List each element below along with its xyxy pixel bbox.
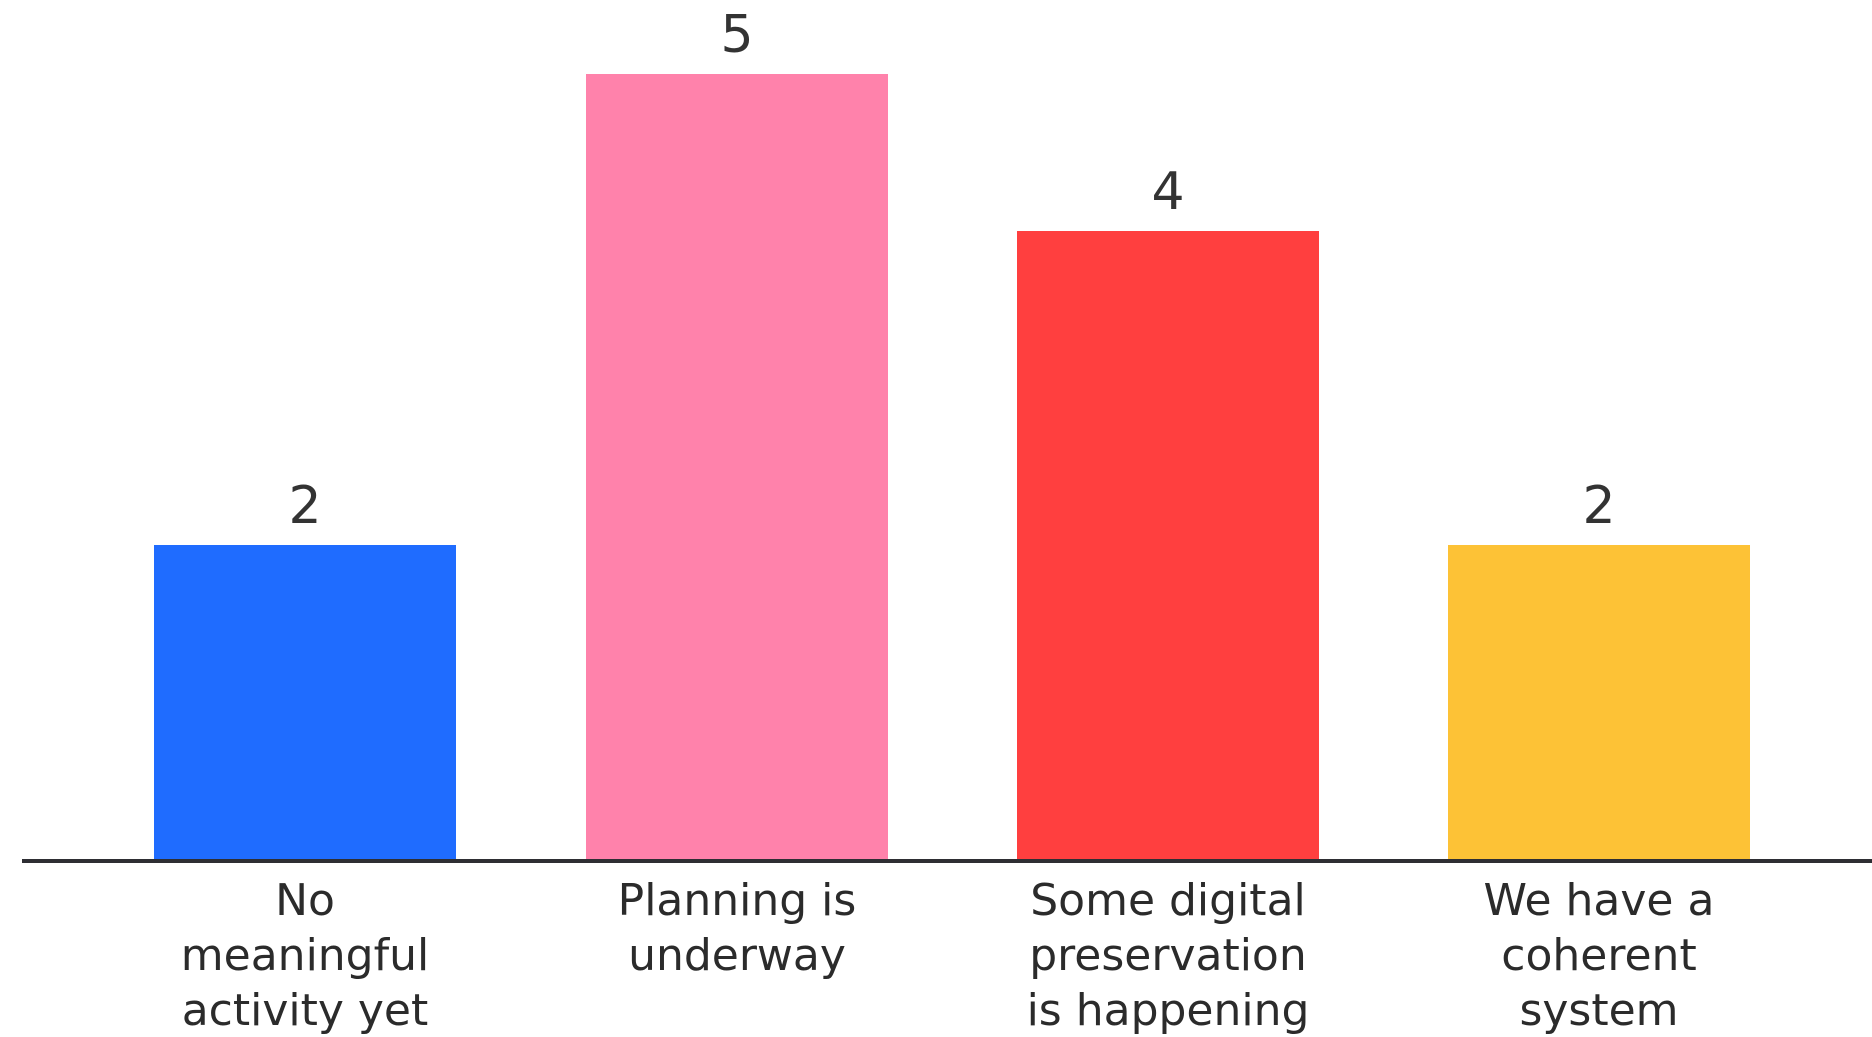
value-labels-group: 2 5 4 2 — [288, 5, 1615, 536]
category-label-line: preservation — [1029, 930, 1307, 981]
data-label-2: 5 — [720, 5, 753, 65]
category-label-line: Planning is — [618, 875, 857, 926]
bar-2 — [586, 74, 888, 859]
category-label-line: is happening — [1027, 985, 1310, 1036]
data-label-1: 2 — [288, 476, 321, 536]
category-labels-group: No meaningful activity yet Planning is under… — [181, 875, 1715, 1036]
category-label-line: We have a — [1484, 875, 1715, 926]
bar-1 — [154, 545, 456, 859]
category-label-line: Some digital — [1030, 875, 1306, 926]
data-label-4: 2 — [1582, 476, 1615, 536]
category-label-1: No meaningful activity yet — [181, 875, 429, 1036]
category-label-4: We have a coherent system — [1484, 875, 1715, 1036]
bar-3 — [1017, 231, 1319, 859]
data-label-3: 4 — [1151, 162, 1184, 222]
category-label-line: underway — [628, 930, 846, 981]
category-label-line: No — [275, 875, 335, 926]
category-label-line: meaningful — [181, 930, 429, 981]
bar-4 — [1448, 545, 1750, 859]
category-label-3: Some digital preservation is happening — [1027, 875, 1310, 1036]
bars-group — [154, 74, 1750, 859]
category-label-line: coherent — [1501, 930, 1696, 981]
category-label-line: system — [1519, 985, 1678, 1036]
category-label-line: activity yet — [182, 985, 429, 1036]
category-label-2: Planning is underway — [618, 875, 857, 981]
